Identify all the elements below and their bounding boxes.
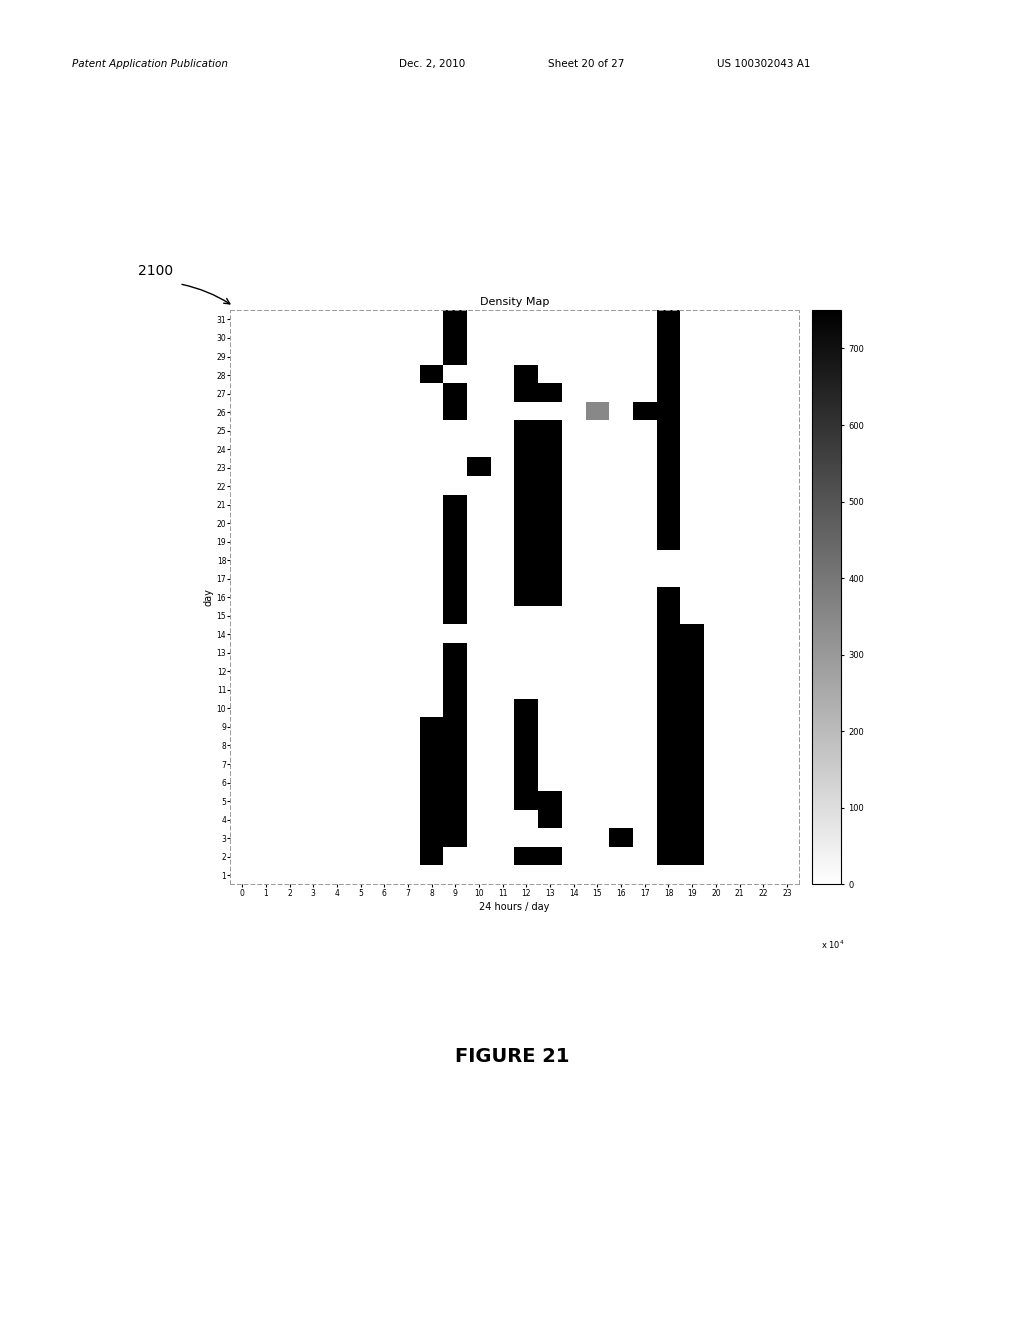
Text: US 100302043 A1: US 100302043 A1 bbox=[717, 59, 810, 70]
Text: Patent Application Publication: Patent Application Publication bbox=[72, 59, 227, 70]
Text: FIGURE 21: FIGURE 21 bbox=[455, 1047, 569, 1065]
Title: Density Map: Density Map bbox=[480, 297, 549, 306]
X-axis label: 24 hours / day: 24 hours / day bbox=[479, 902, 550, 912]
Text: x 10$^4$: x 10$^4$ bbox=[821, 939, 845, 952]
Y-axis label: day: day bbox=[204, 589, 214, 606]
Text: Sheet 20 of 27: Sheet 20 of 27 bbox=[548, 59, 625, 70]
Text: Dec. 2, 2010: Dec. 2, 2010 bbox=[399, 59, 466, 70]
Text: 2100: 2100 bbox=[138, 264, 173, 277]
